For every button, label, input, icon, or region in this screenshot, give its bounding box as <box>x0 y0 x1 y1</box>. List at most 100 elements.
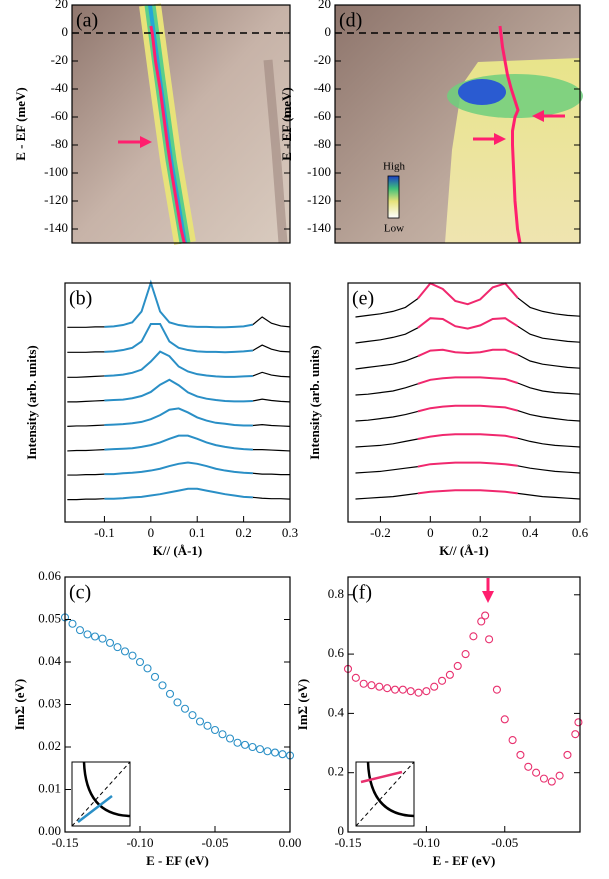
colorbar-label: Low <box>384 223 404 235</box>
fitted-curve <box>417 282 519 306</box>
fitted-curve <box>417 376 518 385</box>
x-tick-label: 0.6 <box>572 525 589 540</box>
data-point <box>225 734 235 743</box>
panel-label: (c) <box>69 582 91 604</box>
y-tick-label: 20 <box>55 0 68 11</box>
x-tick-label: -0.15 <box>51 835 78 850</box>
data-point <box>500 715 509 724</box>
mdc-curve <box>355 298 419 318</box>
y-tick-label: -40 <box>51 80 68 95</box>
mdc-curve <box>67 399 105 403</box>
data-point <box>270 748 280 757</box>
mdc-curve <box>67 375 105 378</box>
data-point <box>210 725 220 735</box>
data-point <box>68 619 77 628</box>
data-point <box>120 647 130 656</box>
y-tick-label: 0.6 <box>328 645 345 660</box>
data-point <box>165 689 175 698</box>
mdc-curve <box>252 423 291 427</box>
mdc-curve <box>252 449 291 452</box>
x-axis-label: E - EF (eV) <box>146 853 209 868</box>
data-point <box>359 679 368 688</box>
x-tick-label: 0.00 <box>279 835 302 850</box>
x-tick-label: 0.2 <box>472 525 488 540</box>
inset-cut <box>360 770 403 784</box>
data-point <box>539 774 548 783</box>
data-point <box>453 661 462 671</box>
mdc-curve <box>67 498 105 501</box>
y-tick-label: -40 <box>314 80 331 95</box>
data-point <box>180 704 190 713</box>
data-point <box>203 721 212 730</box>
data-point <box>135 657 145 667</box>
data-point <box>173 698 182 707</box>
data-point <box>105 638 115 647</box>
inset-curve <box>366 761 415 818</box>
data-point <box>438 676 447 685</box>
inset <box>71 761 131 827</box>
x-tick-label: 0.1 <box>189 525 205 540</box>
data-point <box>90 632 100 641</box>
data-point <box>469 632 478 641</box>
mdc-curve <box>67 473 105 476</box>
data-point <box>278 750 287 759</box>
mdc-curve <box>517 410 581 422</box>
x-axis-label: K// (Å-1) <box>439 543 488 558</box>
colorbar-label: High <box>383 161 406 173</box>
y-tick-label: -80 <box>51 136 68 151</box>
mdc-curve <box>517 465 581 474</box>
data-point <box>188 711 197 720</box>
data-point <box>430 682 439 691</box>
data-point <box>143 664 152 673</box>
fitted-curve <box>417 433 518 440</box>
data-point <box>516 750 525 759</box>
data-point <box>128 651 137 660</box>
y-tick-label: 0 <box>325 24 332 39</box>
data-point <box>233 738 242 747</box>
fitted-curve <box>104 407 253 427</box>
inset <box>355 761 415 827</box>
x-tick-label: 0.3 <box>282 525 298 540</box>
data-point <box>406 687 415 696</box>
data-point <box>75 626 85 635</box>
mdc-curve <box>252 496 291 500</box>
fitted-curve <box>104 350 253 378</box>
y-tick-label: -140 <box>44 220 68 235</box>
mdc-curve <box>355 492 418 500</box>
panel-label: (e) <box>352 288 374 310</box>
data-point <box>547 777 556 786</box>
data-point <box>195 717 205 726</box>
mdc-curve <box>252 398 291 403</box>
data-point <box>532 768 541 777</box>
mdc-curve <box>517 354 581 369</box>
y-axis-label: ImΣ (eV) <box>12 679 27 730</box>
data-point <box>477 617 486 626</box>
mdc-curve <box>355 438 418 448</box>
dispersion-line <box>149 25 186 244</box>
y-tick-label: 0 <box>62 24 69 39</box>
y-tick-label: 20 <box>318 0 331 11</box>
data-point <box>485 635 494 644</box>
mdc-curve <box>252 472 290 476</box>
x-tick-label: -0.10 <box>126 835 153 850</box>
panel-label: (a) <box>76 10 98 32</box>
data-point <box>367 681 376 690</box>
arrow-head <box>140 136 152 148</box>
dispersion-line <box>498 25 522 244</box>
y-tick-label: 0.2 <box>328 764 344 779</box>
y-tick-label: 0.04 <box>38 653 61 668</box>
data-point <box>555 771 564 780</box>
arrow-head <box>494 133 506 145</box>
data-point <box>263 747 272 756</box>
fitted-curve <box>104 378 253 403</box>
y-axis-label: E - EF (meV) <box>279 87 294 161</box>
data-point <box>398 685 407 694</box>
x-tick-label: 0 <box>148 525 155 540</box>
colorbar <box>387 175 400 219</box>
y-tick-label: -100 <box>307 164 331 179</box>
data-point <box>571 730 580 739</box>
data-point <box>414 688 423 697</box>
mdc-curve <box>67 424 105 427</box>
